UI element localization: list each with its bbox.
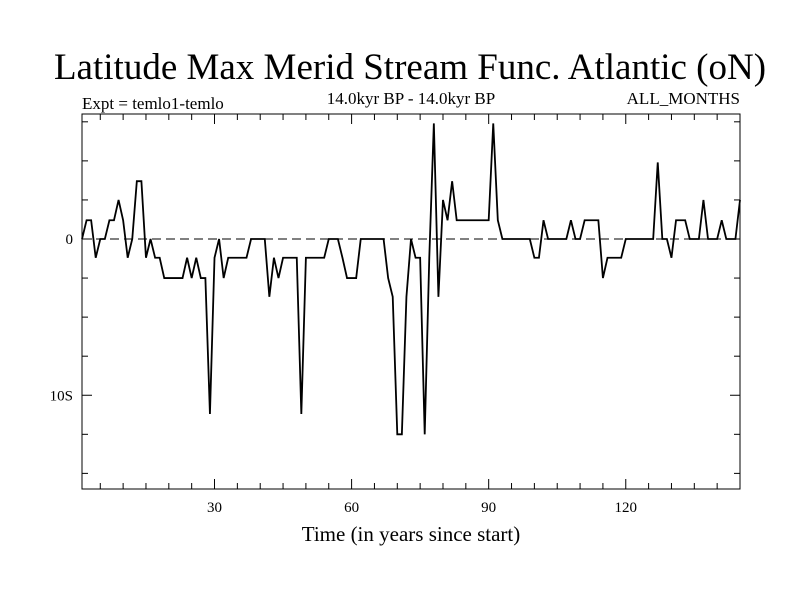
- chart-title: Latitude Max Merid Stream Func. Atlantic…: [54, 47, 766, 88]
- x-axis-label: Time (in years since start): [302, 522, 521, 546]
- x-tick-label: 60: [344, 500, 359, 516]
- x-tick-label: 30: [207, 500, 222, 516]
- y-tick-label: 0: [66, 232, 74, 248]
- y-tick-label: 10S: [50, 388, 73, 404]
- chart-subtitle-left: Expt = temlo1-temlo: [82, 94, 224, 113]
- x-tick-label: 120: [615, 500, 638, 516]
- tick-label-layer: 30 60 90 120 0 10S: [50, 232, 637, 516]
- chart-subtitle-right: ALL_MONTHS: [627, 89, 740, 108]
- series-layer: [81, 123, 741, 436]
- tick-layer: [82, 114, 741, 489]
- series-line: [81, 123, 741, 436]
- x-tick-label: 90: [481, 500, 496, 516]
- chart-subtitle-center: 14.0kyr BP - 14.0kyr BP: [327, 89, 495, 108]
- plot-frame: [81, 113, 741, 490]
